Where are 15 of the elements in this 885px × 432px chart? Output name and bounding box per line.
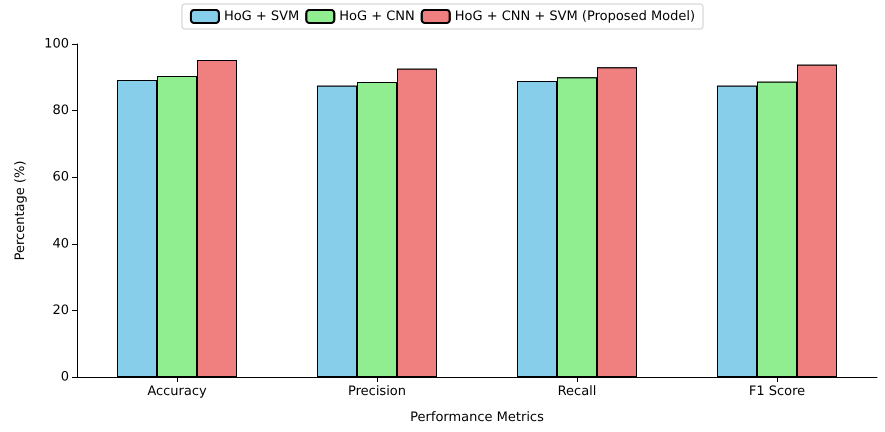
legend-label: HoG + CNN [339,9,415,24]
x-axis-title: Performance Metrics [410,410,544,425]
legend-label: HoG + SVM [224,9,300,24]
y-tick-label: 20 [52,302,69,318]
y-tick-label: 0 [60,370,69,384]
y-tick-label: 80 [52,103,69,118]
y-tick-label: 60 [52,170,69,185]
x-tick-label: F1 Score [748,384,806,399]
x-tick-label: Precision [348,384,406,399]
y-tick-label: 100 [44,36,69,52]
y-tick-label: 40 [52,236,69,252]
x-tick-label: Accuracy [147,384,207,399]
x-tick-label: Recall [558,384,596,399]
y-axis-title: Percentage (%) [13,160,28,260]
legend-label: HoG + CNN + SVM (Proposed Model) [454,9,696,24]
